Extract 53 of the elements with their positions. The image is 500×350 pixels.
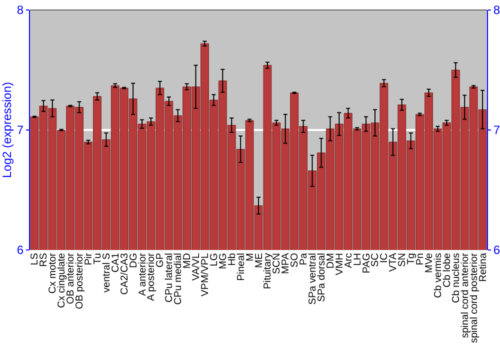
x-tick-label: ME <box>254 252 265 268</box>
x-tick-label: Cb lobe <box>442 252 453 288</box>
x-tick-label: Pn <box>415 253 426 266</box>
x-tick-label: SN <box>397 253 408 267</box>
x-tick-label: Cb vermis <box>432 253 444 298</box>
x-tick-label: Tu <box>92 253 104 264</box>
x-tick-label: Tg <box>406 253 418 265</box>
x-tick-label: IC <box>379 253 390 263</box>
x-tick-label: MG <box>218 252 229 270</box>
x-tick-label: Retina <box>478 252 489 282</box>
y-tick-label: 6 <box>16 243 24 258</box>
x-tick-label: Pa <box>298 252 310 266</box>
x-tick-label: LG <box>208 252 220 266</box>
x-tick-label: ventral S <box>101 252 112 292</box>
x-tick-label: DG <box>128 252 140 268</box>
y-tick-label: 8 <box>16 3 24 18</box>
x-tick-label: VPM/VPL <box>200 252 211 296</box>
x-tick-label: GP <box>155 252 166 268</box>
x-tick-label: Arc <box>343 253 354 268</box>
y-axis-title: Log2 (expression) <box>0 82 14 178</box>
x-tick-label: spinal cord posterior <box>468 252 480 344</box>
x-tick-label: A anterior <box>137 252 148 296</box>
x-tick-label: A posterior <box>146 252 158 301</box>
x-tick-label: OB anterior <box>66 252 77 304</box>
x-tick-label: RS <box>38 252 50 267</box>
x-tick-label: VMH <box>334 253 346 276</box>
x-tick-label: DM <box>325 253 336 269</box>
x-tick-label: CA2/CA3 <box>119 252 130 295</box>
x-tick-label: PAG <box>361 252 372 274</box>
x-tick-label: CA1 <box>110 252 122 272</box>
x-tick-label: OB posterior <box>74 252 86 310</box>
x-tick-label: MVe <box>424 252 435 274</box>
x-tick-label: SCN <box>272 253 283 274</box>
x-tick-label: SPa dorsal <box>316 253 328 302</box>
x-tick-label: MPA <box>280 252 292 274</box>
x-tick-label: M <box>244 253 256 262</box>
x-tick-label: LH <box>352 253 364 266</box>
x-tick-label: Cb nucleus <box>450 253 462 304</box>
x-tick-label: SO <box>290 252 301 268</box>
y-tick-label: 7 <box>16 123 24 138</box>
x-tick-label: spinal cord anterior <box>460 252 471 338</box>
y2-tick-label: 7 <box>493 123 500 138</box>
y2-tick-label: 6 <box>493 243 500 258</box>
x-tick-label: Hb <box>226 252 238 266</box>
y2-tick-label: 8 <box>493 3 500 18</box>
x-tick-label: CPu medial <box>173 253 184 305</box>
x-tick-label: Pineal <box>236 253 247 281</box>
x-tick-label: Cx cingulate <box>56 252 68 308</box>
x-tick-label: Pir <box>84 252 94 266</box>
x-tick-label: SC <box>370 253 382 267</box>
x-tick-label: VTA <box>388 252 400 272</box>
x-tick-label: Pituitary <box>262 253 274 290</box>
x-tick-label: LS <box>30 252 41 266</box>
